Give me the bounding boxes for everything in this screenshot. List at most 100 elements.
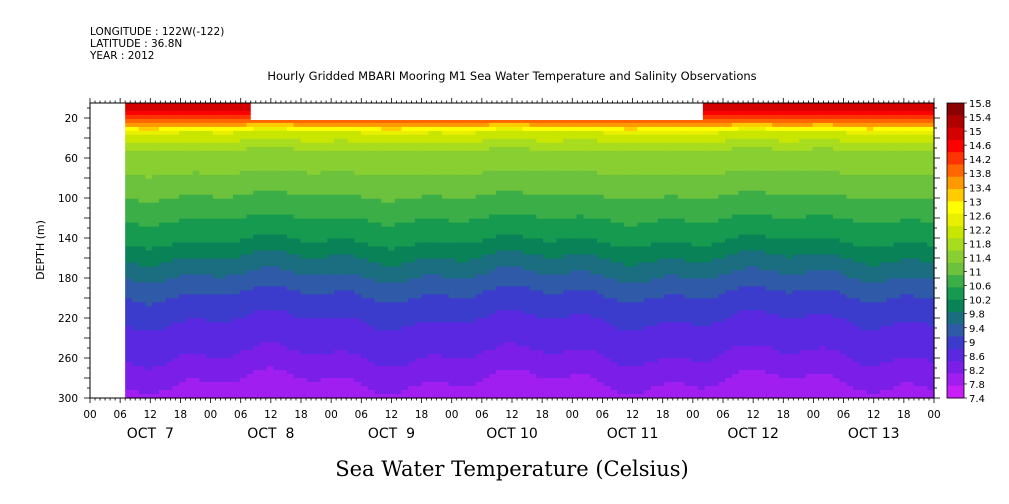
heat-cell [435, 338, 443, 343]
heat-cell [475, 250, 483, 256]
heat-cell [415, 302, 423, 307]
heat-cell [435, 166, 443, 172]
heat-cell [131, 282, 140, 287]
heat-cell [259, 118, 268, 124]
heat-cell [179, 270, 187, 276]
heat-cell [361, 154, 369, 160]
heat-cell [482, 202, 490, 208]
heat-cell [502, 234, 510, 240]
heat-cell [428, 362, 436, 367]
heat-cell [421, 126, 430, 132]
heat-cell [536, 238, 544, 244]
heat-cell [226, 306, 234, 311]
heat-cell [179, 222, 187, 228]
heat-cell [280, 158, 288, 164]
heat-cell [401, 386, 409, 391]
heat-cell [435, 230, 443, 236]
heat-cell [219, 150, 227, 156]
heat-cell [556, 286, 564, 291]
heat-cell [185, 358, 194, 363]
heat-cell [495, 170, 504, 176]
heat-cell [374, 174, 382, 180]
heat-cell [313, 250, 322, 256]
heat-cell [428, 390, 436, 395]
heat-cell [165, 310, 173, 315]
heat-cell [394, 242, 403, 248]
heat-cell [361, 274, 369, 280]
heat-cell [468, 274, 477, 280]
heat-cell [388, 258, 396, 264]
heat-cell [286, 166, 295, 172]
heat-cell [273, 258, 281, 264]
heat-cell [421, 206, 430, 212]
heat-cell [179, 238, 187, 244]
heat-cell [273, 306, 281, 311]
heat-cell [293, 202, 302, 208]
heat-cell [158, 210, 167, 216]
heat-cell [509, 302, 517, 307]
heat-cell [536, 210, 544, 216]
heat-cell [441, 354, 450, 359]
heat-cell [219, 198, 227, 204]
heat-cell [131, 246, 140, 252]
heat-cell [421, 338, 430, 343]
heat-cell [266, 278, 275, 283]
heat-cell [536, 310, 544, 315]
heat-cell [482, 162, 490, 168]
heat-cell [495, 146, 504, 152]
heat-cell [172, 306, 180, 311]
heat-cell [226, 302, 234, 307]
heat-cell [502, 294, 510, 299]
heat-cell [495, 366, 504, 371]
heat-cell [226, 170, 234, 176]
heat-cell [199, 158, 207, 164]
heat-cell [340, 330, 349, 335]
heat-cell [158, 354, 167, 359]
heat-cell [556, 222, 564, 228]
heat-cell [145, 242, 153, 248]
heat-cell [556, 310, 564, 315]
heat-cell [468, 394, 477, 399]
heat-cell [448, 390, 457, 395]
heat-cell [455, 242, 463, 248]
heat-cell [455, 126, 463, 132]
heat-cell [313, 206, 322, 212]
heat-cell [334, 254, 342, 260]
heat-cell [482, 310, 490, 315]
heat-cell [273, 198, 281, 204]
heat-cell [388, 302, 396, 307]
heat-cell [415, 326, 423, 331]
heat-cell [206, 158, 214, 164]
heat-cell [529, 326, 537, 331]
heat-cell [286, 214, 295, 220]
heat-cell [415, 130, 423, 136]
heat-cell [367, 350, 376, 355]
heat-cell [475, 162, 483, 168]
heat-cell [280, 374, 288, 379]
heat-cell [489, 254, 497, 260]
heat-cell [179, 103, 187, 108]
heat-cell [347, 366, 355, 371]
heat-cell [536, 254, 544, 260]
heat-cell [340, 314, 349, 319]
heat-cell [233, 334, 241, 339]
heat-cell [307, 294, 315, 299]
heat-cell [448, 382, 457, 387]
heat-cell [401, 342, 409, 347]
heat-cell [327, 166, 335, 172]
heat-cell [158, 126, 167, 132]
heat-cell [455, 302, 463, 307]
heat-cell [239, 162, 248, 168]
heat-cell [516, 134, 524, 140]
heat-cell [286, 138, 295, 144]
heat-cell [253, 378, 261, 383]
heat-cell [179, 394, 187, 399]
heat-cell [475, 218, 483, 224]
heat-cell [536, 122, 544, 128]
heat-cell [441, 214, 450, 220]
heat-cell [293, 158, 302, 164]
heat-cell [259, 374, 268, 379]
heat-cell [354, 294, 362, 299]
heat-cell [435, 342, 443, 347]
heat-cell [131, 118, 140, 124]
